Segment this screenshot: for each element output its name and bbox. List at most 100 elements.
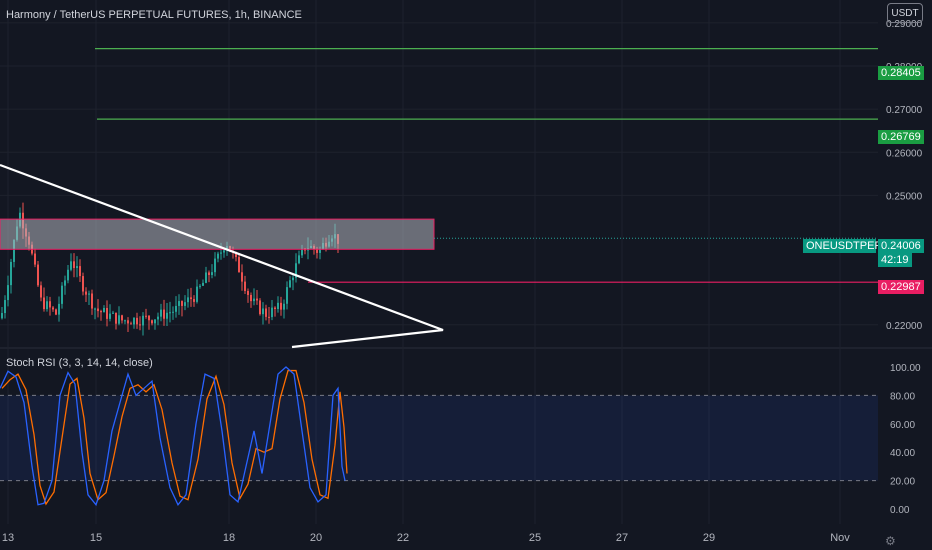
candle-body xyxy=(202,282,204,286)
candle-body xyxy=(166,312,168,319)
stoch-tick-label: 80.00 xyxy=(890,391,915,402)
stoch-rsi-lines xyxy=(0,366,348,507)
candle-body xyxy=(190,297,192,300)
candle-body xyxy=(244,281,246,291)
candle-body xyxy=(235,252,237,258)
candle-body xyxy=(136,317,138,325)
axis-corner xyxy=(880,530,932,550)
price-tick-label: 0.22000 xyxy=(886,321,923,332)
candle-body xyxy=(268,316,270,318)
time-tick-label: 25 xyxy=(529,532,541,544)
drawing-overlays xyxy=(0,47,878,349)
candle-body xyxy=(58,303,60,315)
price-tick-label: 0.27000 xyxy=(886,105,923,116)
candle-body xyxy=(259,300,261,315)
candle-body xyxy=(118,315,120,324)
candle-body xyxy=(49,301,51,308)
candle-body xyxy=(163,309,165,319)
candle-body xyxy=(181,301,183,306)
price-tick-label: 0.26000 xyxy=(886,148,923,159)
candle-body xyxy=(316,249,318,253)
price-tag-upper-1: 0.28405 xyxy=(878,66,924,80)
stoch-band-fill xyxy=(0,395,878,481)
price-tick-label: 0.29000 xyxy=(886,19,923,30)
candle-body xyxy=(283,303,285,310)
candle-body xyxy=(217,253,219,259)
candle-body xyxy=(154,319,156,324)
candle-body xyxy=(103,307,105,313)
time-tick-label: 29 xyxy=(703,532,715,544)
candle-body xyxy=(52,307,54,310)
candle-body xyxy=(142,315,144,326)
candle-body xyxy=(88,293,90,295)
candle-body xyxy=(127,320,129,324)
candle-body xyxy=(91,293,93,309)
candle-body xyxy=(94,308,96,310)
candle-body xyxy=(271,307,273,318)
candle-body xyxy=(79,266,81,277)
last-price-tag: 0.24006 xyxy=(878,239,924,253)
candle-body xyxy=(73,261,75,269)
candle-body xyxy=(76,266,78,269)
price-tag-upper-2: 0.26769 xyxy=(878,130,924,144)
time-axis[interactable]: 13 15 18 20 22 25 27 29 Nov xyxy=(2,532,850,544)
candle-body xyxy=(187,297,189,303)
candle-body xyxy=(37,264,39,286)
candle-body xyxy=(175,305,177,312)
countdown-tag: 42:19 xyxy=(878,253,912,267)
candle-body xyxy=(172,311,174,313)
candle-body xyxy=(211,272,213,275)
currency-button[interactable]: USDT xyxy=(887,3,923,23)
candle-body xyxy=(298,255,300,264)
candle-body xyxy=(40,285,42,298)
candle-body xyxy=(193,299,195,302)
candle-body xyxy=(130,323,132,325)
candle-body xyxy=(7,285,9,301)
candle-body xyxy=(70,261,72,270)
candle-body xyxy=(151,320,153,324)
time-tick-label: 13 xyxy=(2,532,14,544)
candle-body xyxy=(106,307,108,319)
candle-body xyxy=(55,309,57,315)
candle-body xyxy=(64,280,66,286)
candle-body xyxy=(214,258,216,273)
time-tick-label: 15 xyxy=(90,532,102,544)
candle-body xyxy=(223,250,225,253)
stoch-axis[interactable]: 100.00 80.00 60.00 40.00 20.00 0.00 xyxy=(890,363,921,516)
candle-body xyxy=(145,315,147,317)
candle-body xyxy=(100,311,102,313)
stoch-tick-label: 20.00 xyxy=(890,477,915,488)
candle-body xyxy=(196,286,198,302)
triangle-trendlines xyxy=(0,163,444,349)
candle-body xyxy=(115,312,117,324)
settings-gear-icon[interactable]: ⚙ xyxy=(885,534,896,548)
candle-body xyxy=(274,307,276,309)
candle-body xyxy=(253,298,255,302)
chart-title: Harmony / TetherUS PERPETUAL FUTURES, 1h… xyxy=(6,9,302,21)
candle-body xyxy=(208,272,210,275)
candle-body xyxy=(295,263,297,278)
candle-body xyxy=(184,302,186,306)
candle-body xyxy=(178,301,180,306)
candle-body xyxy=(109,313,111,319)
candle-body xyxy=(280,302,282,310)
candle-body xyxy=(256,298,258,301)
candle-body xyxy=(250,294,252,302)
candle-body xyxy=(292,277,294,281)
candle-body xyxy=(289,280,291,288)
candle-body xyxy=(247,290,249,295)
candle-body xyxy=(34,253,36,265)
candle-body xyxy=(238,257,240,273)
resistance-zone xyxy=(0,218,435,250)
candle-body xyxy=(277,302,279,309)
candle-body xyxy=(262,308,264,315)
time-tick-label: 18 xyxy=(223,532,235,544)
candle-body xyxy=(301,248,303,256)
candle-body xyxy=(148,315,150,321)
stoch-d-line xyxy=(1,369,348,506)
price-tick-label: 0.25000 xyxy=(886,191,923,202)
candle-body xyxy=(46,301,48,310)
candle-body xyxy=(319,248,321,253)
indicator-label[interactable]: Stoch RSI (3, 3, 14, 14, close) xyxy=(6,357,153,369)
